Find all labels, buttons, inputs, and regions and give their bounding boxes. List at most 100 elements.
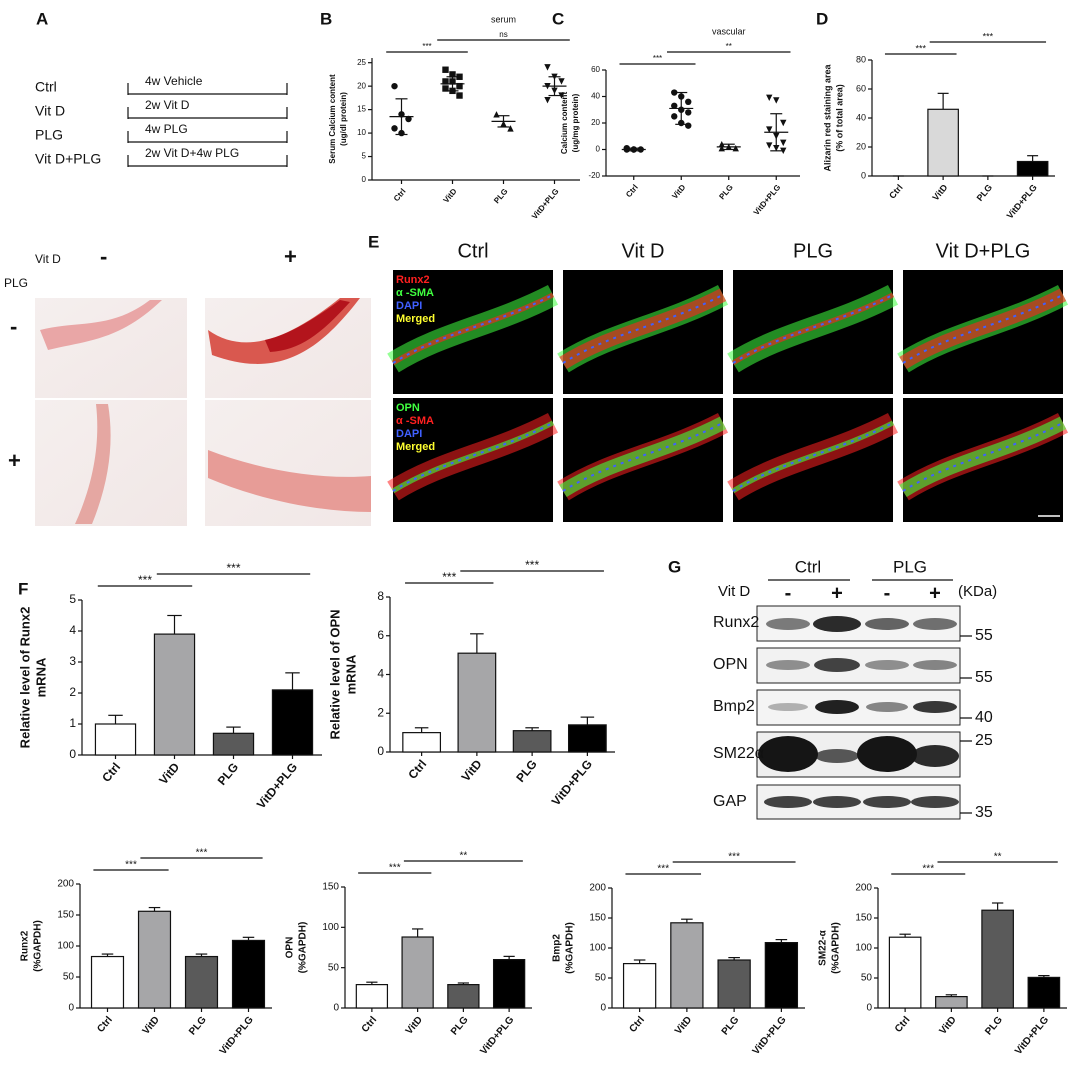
chart-title: serum [491,14,516,24]
data-point [780,139,787,147]
y-tick-label: 25 [357,58,366,67]
histology-image [35,298,187,398]
bar [401,936,434,1009]
x-tick-label: VitD [670,183,687,201]
x-tick-label: Ctrl [893,1014,913,1034]
data-point [558,78,565,85]
bar [90,955,125,1009]
marker-label: 25 [975,732,993,749]
y-axis-label: mRNA [343,654,358,694]
factor-label: PLG [4,276,28,290]
y-tick-label: -20 [588,171,600,180]
level-label: + [8,448,21,473]
stain-label: Runx2 [396,274,430,286]
treatment-label: Vit D [718,583,750,600]
stain-label: DAPI [396,300,422,312]
x-tick-label: VitD [930,182,949,202]
x-tick-label: PLG [449,1014,471,1037]
x-tick-label: VitD+PLG [751,1014,789,1057]
y-tick-label: 40 [856,112,866,122]
y-tick-label: 0 [861,170,866,180]
chart: F 0 1 2 3 4 5 Relative level of Runx2 mRNA Ctrl Vi… [17,561,322,811]
y-tick-label: 150 [57,910,74,921]
chart: 0 50 100 150 200 Bmp2 (%GAPDH) Ctrl VitD PLG VitD+… [552,852,805,1057]
significance-label: ns [499,30,507,39]
y-tick-label: 3 [69,654,76,668]
x-tick-label: PLG [720,1014,742,1037]
bar [764,941,799,1009]
significance-label: *** [226,561,240,575]
stain-label: OPN [396,402,420,414]
x-tick-label: VitD [141,1015,162,1037]
bar [271,689,314,756]
x-tick-label: VitD [404,1015,425,1037]
bar [512,730,552,753]
y-axis-label: Relative level of Runx2 [17,607,32,749]
data-point [391,82,398,90]
y-tick-label: 60 [856,83,866,93]
panel-letter: E [368,232,379,251]
y-tick-label: 4 [69,623,76,637]
data-point [766,142,773,149]
group-label: PLG [35,127,63,143]
timeline [127,83,288,167]
panel-letter: A [36,9,48,28]
y-axis-label: mRNA [33,657,48,697]
y-tick-label: 0 [377,744,384,758]
histology-panel: Vit D - + PLG - + [4,244,371,526]
data-point [456,92,463,99]
data-point [671,113,678,120]
bar [935,995,968,1009]
unit-label: (KDa) [958,583,997,600]
stain-label: DAPI [396,428,422,440]
x-tick-label: Ctrl [99,760,123,785]
y-tick-label: 15 [357,105,366,114]
x-tick-label: PLG [215,760,242,788]
y-tick-label: 0 [362,175,367,184]
y-tick-label: 20 [591,118,600,127]
vessel-wall [391,420,555,494]
y-axis-label: (%GAPDH) [565,922,576,974]
chart: 0 50 100 150 200 SM22-α (%GAPDH) Ctrl VitD PLG Vit… [818,852,1067,1057]
y-axis-label: (ug/dl protein) [339,92,348,146]
x-tick-label: PLG [513,757,540,785]
data-point [507,125,514,132]
x-tick-label: VitD+PLG [218,1014,256,1057]
bar [94,723,137,756]
x-tick-label: VitD+PLG [1013,1014,1051,1057]
data-point [544,97,551,104]
chart: 0 50 100 150 OPN (%GAPDH) Ctrl VitD PLG VitD+PLG *… [285,851,532,1057]
protocol-panel: A Ctrl Vit D PLG Vit D+PLG 4w Vehicle 2w… [35,9,288,167]
x-tick-label: VitD [459,757,485,784]
data-point [671,102,678,109]
vessel-wall [731,420,895,494]
bar [927,108,959,177]
x-tick-label: VitD+PLG [478,1014,516,1057]
x-tick-label: PLG [187,1014,209,1037]
panel-letter: C [552,9,564,28]
y-tick-label: 0 [600,1003,606,1014]
protein-label: SM22α [713,745,764,762]
significance-label: *** [525,558,539,572]
lane-label: + [831,582,843,604]
group-label: Ctrl [35,79,57,95]
bar [567,724,607,753]
significance-label: ** [726,42,732,51]
y-axis-label: (%GAPDH) [33,920,44,972]
data-point [685,109,692,116]
chart-title: vascular [712,26,746,36]
factor-label: Vit D [35,252,61,266]
data-point [773,97,780,104]
protein-label: Runx2 [713,614,759,631]
data-point [685,122,692,129]
chart: 0 2 4 6 8 Relative level of OPN mRNA Ctrl VitD PL… [327,558,615,808]
data-point [493,111,500,118]
data-point [449,71,456,78]
significance-label: *** [657,864,669,875]
treatment-label: 4w PLG [145,122,188,136]
vessel-wall [559,416,727,497]
lane-label: + [929,582,941,604]
x-tick-label: Ctrl [624,183,640,199]
bar [670,922,704,1009]
